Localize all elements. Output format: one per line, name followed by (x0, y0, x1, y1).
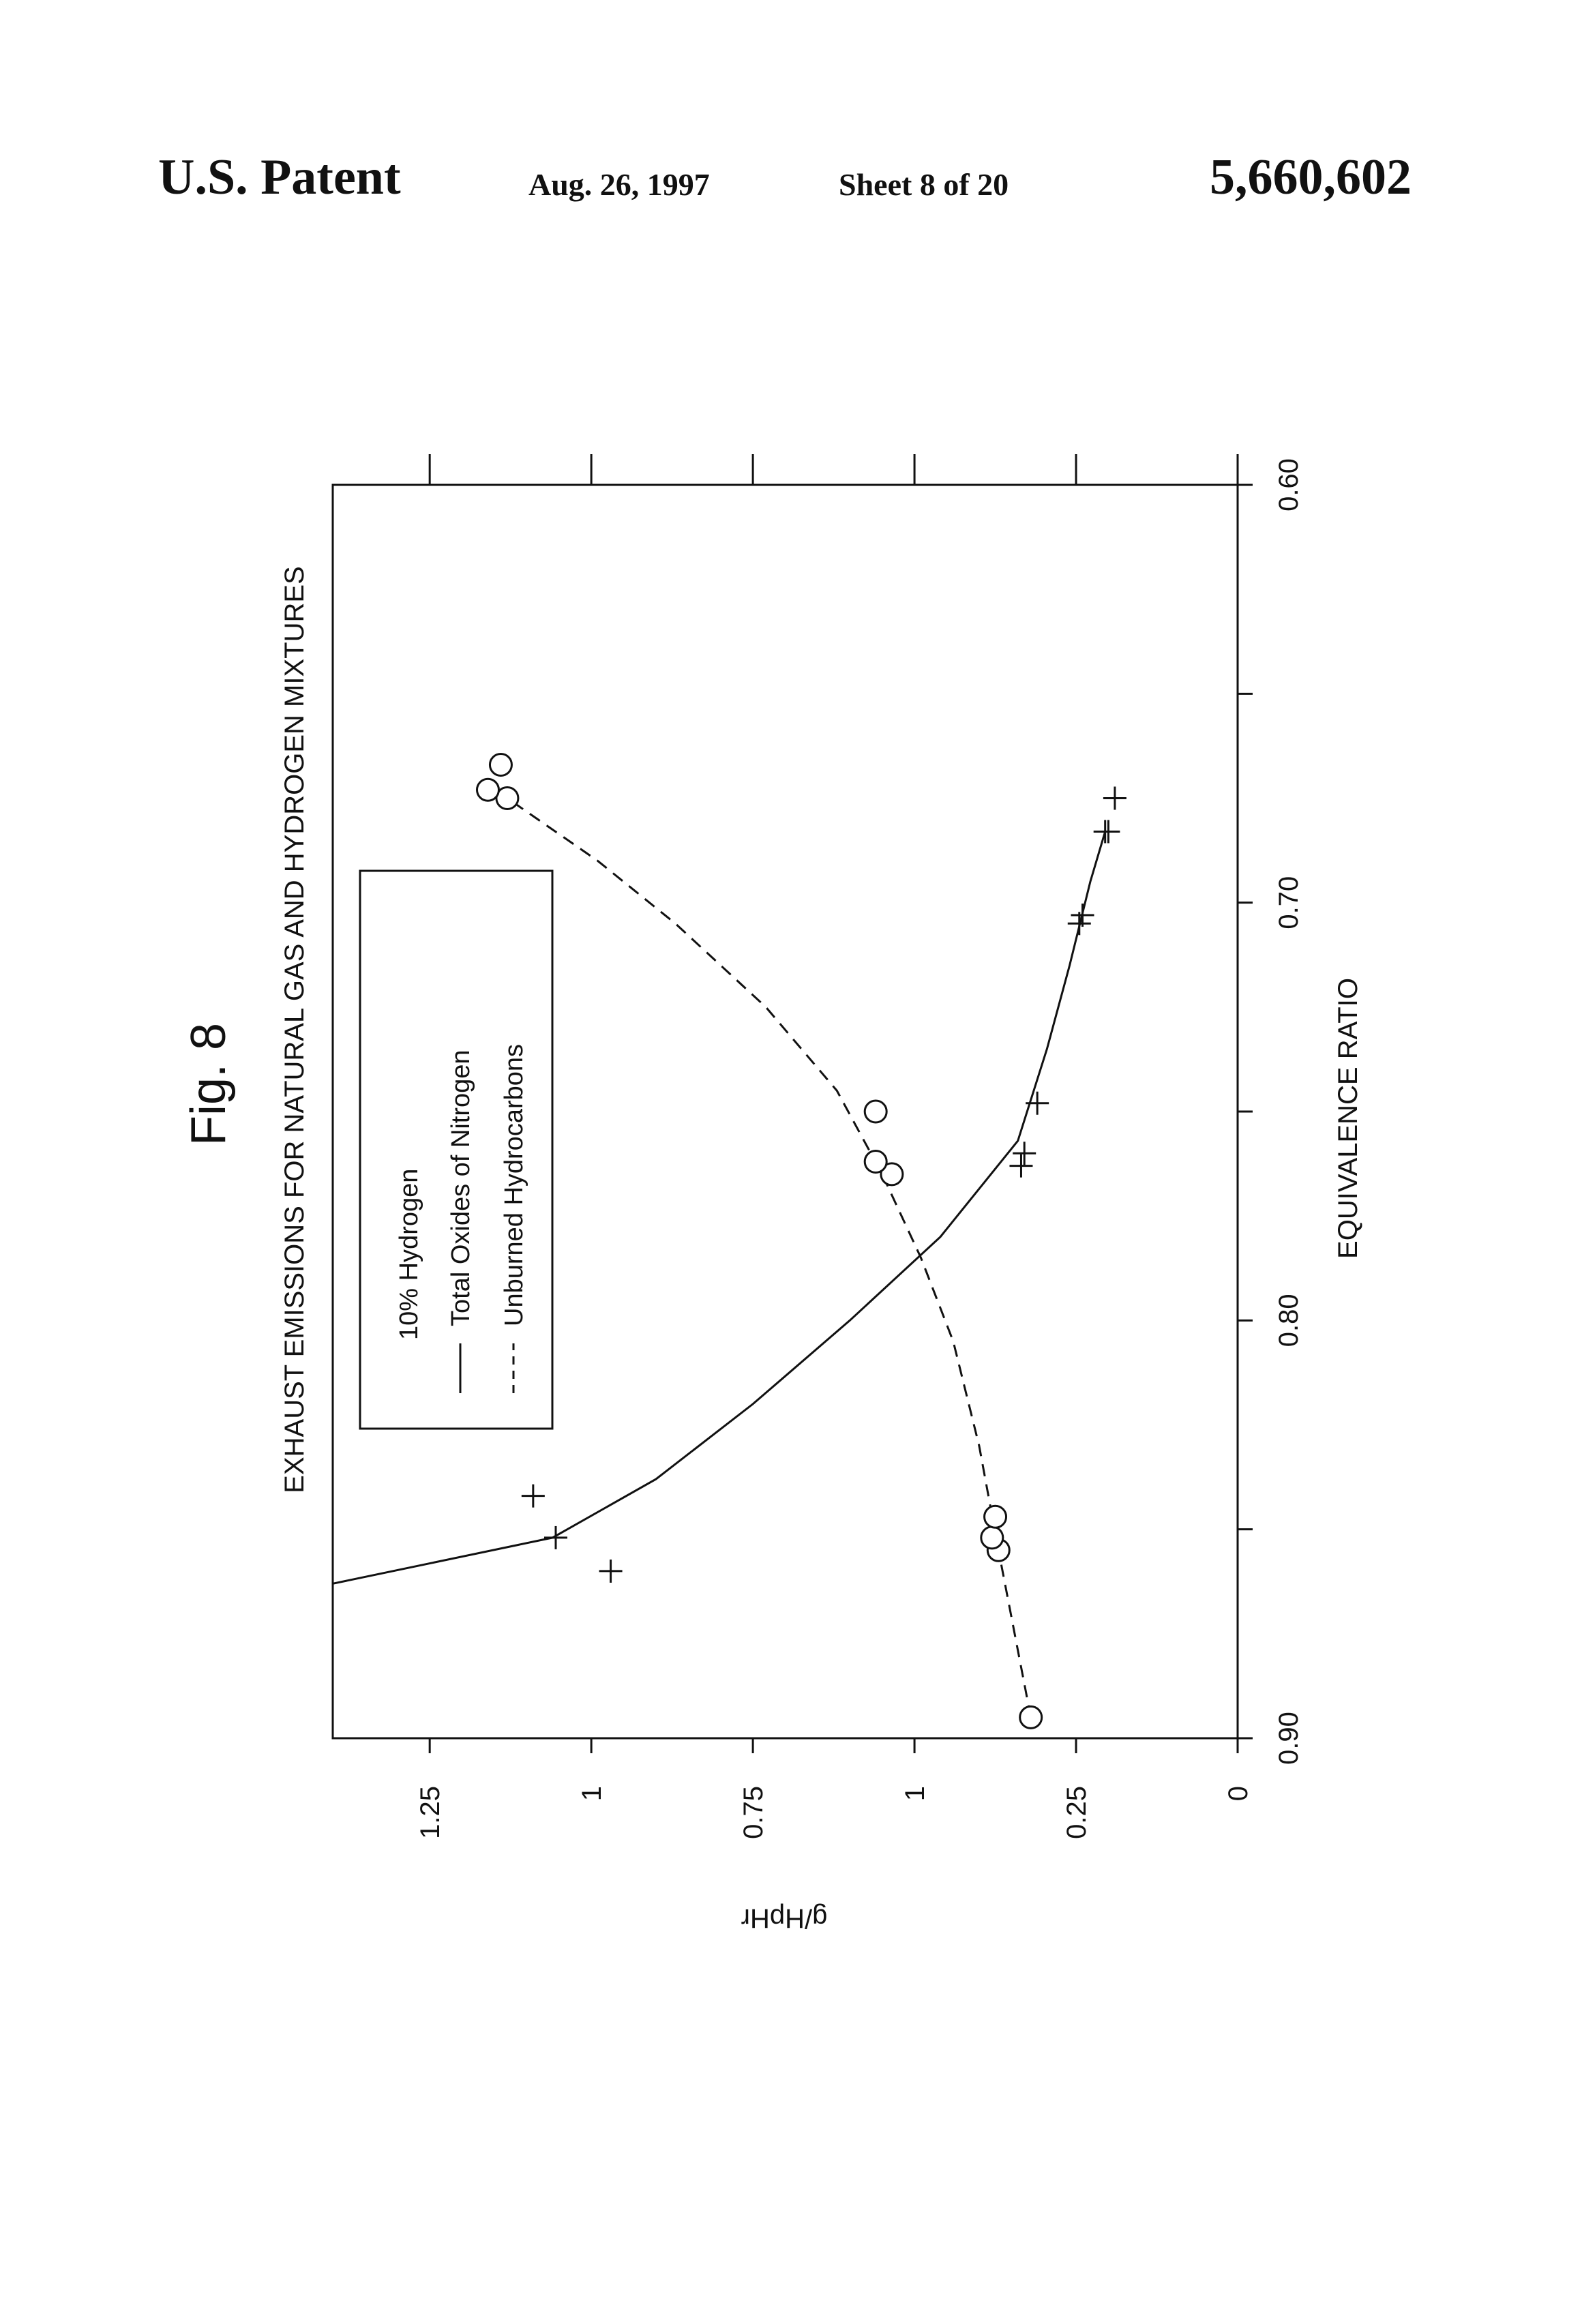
hc-fit-line (507, 799, 1031, 1718)
nox-point (544, 1526, 567, 1549)
nox-point (1013, 1142, 1036, 1165)
y-tick-label: 1 (577, 1786, 607, 1801)
hc-point (865, 1101, 886, 1122)
x-axis-title: EQUIVALENCE RATIO (1333, 978, 1363, 1259)
data-markers (477, 754, 1126, 1728)
hc-point (1020, 1706, 1042, 1728)
hc-point (985, 1506, 1006, 1528)
legend-label-nox: Total Oxides of Nitrogen (447, 1049, 475, 1326)
x-tick-label: 0.90 (1274, 1712, 1304, 1765)
figure-label: Fig. 8 (181, 1023, 236, 1146)
hc-point (477, 779, 498, 801)
y-tick-label: 0 (1223, 1786, 1253, 1801)
hc-point (981, 1527, 1003, 1549)
nox-point (1009, 1154, 1032, 1178)
y-axis-title: g/HpHr (741, 1903, 828, 1933)
hc-point (490, 754, 511, 775)
hc-point (865, 1151, 886, 1173)
nox-point (1026, 1092, 1049, 1115)
y-tick-label: 1.25 (415, 1786, 445, 1839)
legend: 10% Hydrogen Total Oxides of Nitrogen Un… (360, 871, 552, 1429)
x-tick-label: 0.60 (1274, 458, 1304, 511)
nox-point (522, 1485, 545, 1508)
legend-title: 10% Hydrogen (395, 1169, 423, 1340)
y-tick-label: 0.75 (738, 1786, 768, 1839)
y-tick-label: 0.25 (1062, 1786, 1092, 1839)
x-tick-label: 0.70 (1274, 876, 1304, 929)
y-tick-label: 1 (900, 1786, 930, 1801)
chart-title: EXHAUST EMISSIONS FOR NATURAL GAS AND HY… (280, 566, 310, 1493)
x-tick-label: 0.80 (1274, 1294, 1304, 1347)
nox-point (1103, 787, 1126, 810)
legend-label-hc: Unburned Hydrocarbons (500, 1044, 528, 1326)
nox-point (1094, 820, 1117, 844)
nox-point (599, 1560, 623, 1583)
x-axis-ticks: 0.90 0.80 0.70 0.60 (1238, 458, 1304, 1765)
